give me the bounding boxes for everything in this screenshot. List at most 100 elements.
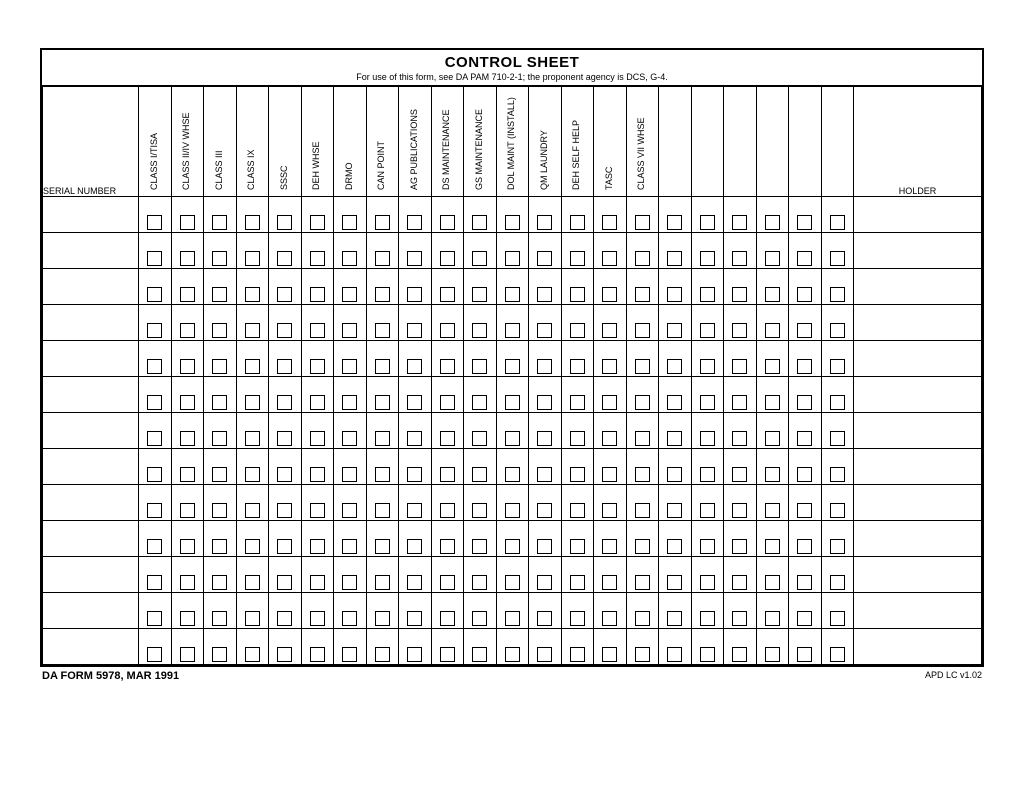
checkbox-cell[interactable]: [464, 341, 497, 377]
checkbox-icon[interactable]: [537, 503, 552, 518]
checkbox-icon[interactable]: [700, 215, 715, 230]
checkbox-icon[interactable]: [407, 467, 422, 482]
checkbox-cell[interactable]: [561, 485, 594, 521]
checkbox-icon[interactable]: [537, 539, 552, 554]
checkbox-cell[interactable]: [626, 557, 659, 593]
checkbox-cell[interactable]: [464, 557, 497, 593]
checkbox-icon[interactable]: [245, 647, 260, 662]
checkbox-cell[interactable]: [724, 521, 757, 557]
checkbox-cell[interactable]: [334, 197, 367, 233]
checkbox-cell[interactable]: [301, 449, 334, 485]
checkbox-icon[interactable]: [180, 503, 195, 518]
checkbox-cell[interactable]: [269, 557, 302, 593]
checkbox-icon[interactable]: [732, 611, 747, 626]
checkbox-cell[interactable]: [626, 521, 659, 557]
checkbox-cell[interactable]: [594, 269, 627, 305]
checkbox-cell[interactable]: [171, 233, 204, 269]
holder-cell[interactable]: [854, 593, 982, 629]
checkbox-icon[interactable]: [375, 611, 390, 626]
checkbox-cell[interactable]: [139, 557, 172, 593]
checkbox-icon[interactable]: [570, 287, 585, 302]
checkbox-icon[interactable]: [667, 359, 682, 374]
checkbox-cell[interactable]: [529, 449, 562, 485]
checkbox-icon[interactable]: [277, 215, 292, 230]
checkbox-icon[interactable]: [765, 287, 780, 302]
checkbox-icon[interactable]: [147, 287, 162, 302]
checkbox-cell[interactable]: [529, 197, 562, 233]
checkbox-cell[interactable]: [756, 233, 789, 269]
checkbox-cell[interactable]: [236, 269, 269, 305]
checkbox-icon[interactable]: [147, 611, 162, 626]
checkbox-icon[interactable]: [570, 611, 585, 626]
checkbox-cell[interactable]: [789, 557, 822, 593]
checkbox-cell[interactable]: [789, 449, 822, 485]
checkbox-cell[interactable]: [334, 557, 367, 593]
checkbox-cell[interactable]: [139, 413, 172, 449]
checkbox-icon[interactable]: [180, 323, 195, 338]
checkbox-icon[interactable]: [472, 647, 487, 662]
checkbox-icon[interactable]: [635, 287, 650, 302]
checkbox-icon[interactable]: [732, 575, 747, 590]
checkbox-cell[interactable]: [431, 377, 464, 413]
checkbox-cell[interactable]: [529, 233, 562, 269]
checkbox-icon[interactable]: [830, 431, 845, 446]
checkbox-cell[interactable]: [756, 485, 789, 521]
checkbox-icon[interactable]: [830, 251, 845, 266]
checkbox-cell[interactable]: [301, 305, 334, 341]
checkbox-cell[interactable]: [594, 305, 627, 341]
checkbox-icon[interactable]: [537, 611, 552, 626]
checkbox-icon[interactable]: [375, 323, 390, 338]
checkbox-icon[interactable]: [472, 611, 487, 626]
checkbox-cell[interactable]: [626, 233, 659, 269]
checkbox-cell[interactable]: [821, 197, 854, 233]
checkbox-cell[interactable]: [431, 341, 464, 377]
checkbox-cell[interactable]: [756, 269, 789, 305]
checkbox-cell[interactable]: [431, 449, 464, 485]
checkbox-cell[interactable]: [301, 377, 334, 413]
checkbox-cell[interactable]: [821, 521, 854, 557]
checkbox-cell[interactable]: [139, 593, 172, 629]
checkbox-cell[interactable]: [236, 377, 269, 413]
checkbox-cell[interactable]: [659, 341, 692, 377]
checkbox-icon[interactable]: [635, 251, 650, 266]
checkbox-icon[interactable]: [310, 647, 325, 662]
checkbox-icon[interactable]: [310, 323, 325, 338]
checkbox-cell[interactable]: [204, 485, 237, 521]
checkbox-cell[interactable]: [561, 557, 594, 593]
checkbox-icon[interactable]: [245, 467, 260, 482]
checkbox-icon[interactable]: [472, 359, 487, 374]
checkbox-icon[interactable]: [797, 611, 812, 626]
checkbox-cell[interactable]: [594, 557, 627, 593]
serial-cell[interactable]: [43, 449, 139, 485]
checkbox-cell[interactable]: [139, 197, 172, 233]
checkbox-cell[interactable]: [756, 305, 789, 341]
checkbox-icon[interactable]: [407, 395, 422, 410]
checkbox-icon[interactable]: [342, 647, 357, 662]
checkbox-cell[interactable]: [236, 341, 269, 377]
checkbox-icon[interactable]: [830, 503, 845, 518]
holder-cell[interactable]: [854, 521, 982, 557]
checkbox-icon[interactable]: [180, 467, 195, 482]
checkbox-icon[interactable]: [375, 503, 390, 518]
checkbox-icon[interactable]: [277, 575, 292, 590]
checkbox-cell[interactable]: [756, 449, 789, 485]
checkbox-icon[interactable]: [797, 467, 812, 482]
checkbox-icon[interactable]: [700, 323, 715, 338]
checkbox-icon[interactable]: [277, 323, 292, 338]
checkbox-cell[interactable]: [659, 449, 692, 485]
checkbox-icon[interactable]: [375, 395, 390, 410]
checkbox-icon[interactable]: [570, 215, 585, 230]
checkbox-cell[interactable]: [431, 629, 464, 665]
checkbox-cell[interactable]: [334, 269, 367, 305]
checkbox-cell[interactable]: [269, 629, 302, 665]
checkbox-cell[interactable]: [789, 377, 822, 413]
holder-cell[interactable]: [854, 377, 982, 413]
checkbox-icon[interactable]: [765, 539, 780, 554]
checkbox-cell[interactable]: [561, 593, 594, 629]
checkbox-icon[interactable]: [342, 323, 357, 338]
checkbox-cell[interactable]: [139, 269, 172, 305]
checkbox-icon[interactable]: [180, 287, 195, 302]
checkbox-icon[interactable]: [342, 431, 357, 446]
checkbox-cell[interactable]: [301, 485, 334, 521]
checkbox-icon[interactable]: [602, 575, 617, 590]
